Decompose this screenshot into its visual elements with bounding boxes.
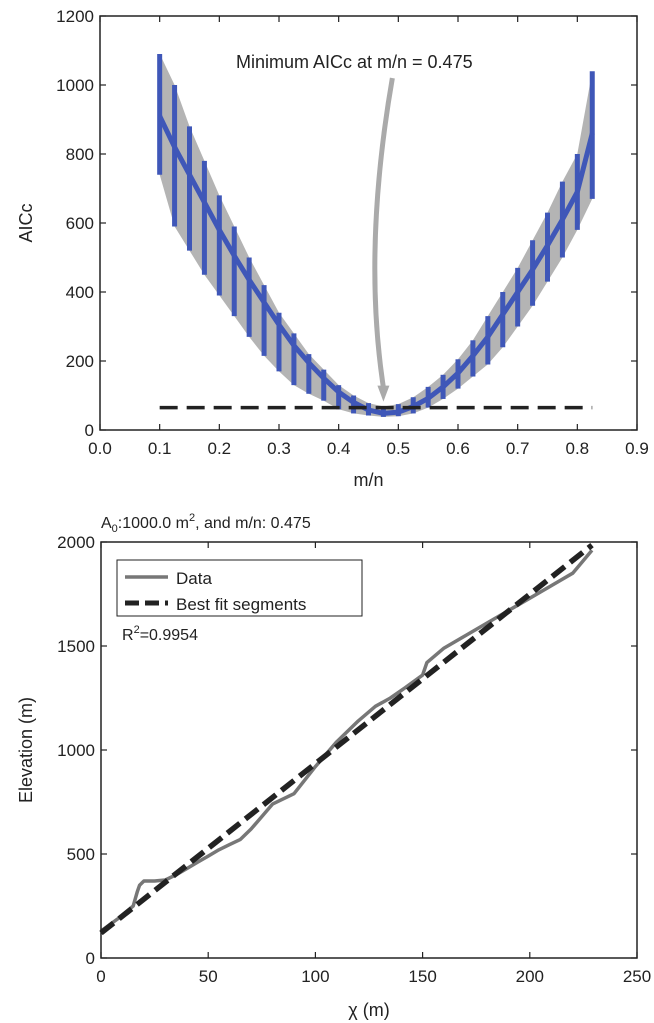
title-area: :1000.0 m xyxy=(118,515,189,532)
aicc-y-tick-label: 1000 xyxy=(56,76,94,95)
title-a: A xyxy=(101,515,112,532)
title-end: , and m/n: 0.475 xyxy=(195,515,311,532)
elevation-y-tick-label: 2000 xyxy=(57,533,95,552)
legend-box xyxy=(116,559,363,617)
elevation-x-tick-label: 50 xyxy=(199,967,218,986)
elevation-x-tick-label: 0 xyxy=(96,967,105,986)
aicc-x-tick-label: 0.1 xyxy=(148,439,172,458)
aicc-y-axis-label: AICc xyxy=(16,203,36,242)
minimum-annotation: Minimum AICc at m/n = 0.475 xyxy=(236,52,473,72)
elevation-x-tick-label: 200 xyxy=(516,967,544,986)
aicc-x-tick-label: 0.2 xyxy=(208,439,232,458)
arrow-head xyxy=(377,385,390,402)
aicc-x-tick-label: 0.9 xyxy=(625,439,649,458)
legend-data-label: Data xyxy=(176,569,212,588)
aicc-x-axis-label: m/n xyxy=(353,470,383,490)
elevation-x-axis-label: χ (m) xyxy=(348,1000,389,1020)
best-fit-line xyxy=(99,542,594,936)
aicc-x-tick-label: 0.0 xyxy=(88,439,112,458)
aicc-chart: 0.0 0.1 0.2 0.3 0.4 0.5 0.6 0.7 0.8 0.9 0 200 400 60… xyxy=(16,7,649,490)
legend-fit-label: Best fit segments xyxy=(176,595,306,614)
aicc-x-tick-label: 0.7 xyxy=(506,439,530,458)
r2-prefix: R xyxy=(122,627,134,644)
data-series xyxy=(99,549,594,933)
best-fit-series xyxy=(99,542,594,936)
data-line xyxy=(99,549,594,933)
aicc-y-tick-label: 600 xyxy=(66,214,94,233)
aicc-y-tick-label: 800 xyxy=(66,145,94,164)
aicc-y-tick-label: 200 xyxy=(66,352,94,371)
aicc-y-tick-label: 0 xyxy=(85,421,94,440)
aicc-y-tick-label: 1200 xyxy=(56,7,94,26)
aicc-y-tick-label: 400 xyxy=(66,283,94,302)
aicc-mean-line xyxy=(157,115,595,416)
aicc-x-ticks: 0.0 0.1 0.2 0.3 0.4 0.5 0.6 0.7 0.8 0.9 xyxy=(88,16,649,458)
elevation-x-ticks: 0 50 100 150 200 250 xyxy=(96,542,651,986)
aicc-x-tick-label: 0.8 xyxy=(566,439,590,458)
minimum-arrow xyxy=(372,77,395,402)
elevation-y-tick-label: 1500 xyxy=(57,637,95,656)
aicc-x-tick-label: 0.4 xyxy=(327,439,351,458)
elevation-x-tick-label: 100 xyxy=(301,967,329,986)
elevation-y-tick-label: 0 xyxy=(86,949,95,968)
elevation-y-axis-label: Elevation (m) xyxy=(16,697,36,803)
legend: Data Best fit segments xyxy=(116,559,363,617)
arrow-shaft xyxy=(372,77,395,388)
elevation-y-tick-label: 1000 xyxy=(57,741,95,760)
r-squared-label: R2=0.9954 xyxy=(122,624,198,644)
title-subscript: 0 xyxy=(112,523,118,535)
elevation-y-ticks: 0 500 1000 1500 2000 xyxy=(57,533,637,968)
r2-value: =0.9954 xyxy=(140,627,198,644)
elevation-y-tick-label: 500 xyxy=(67,845,95,864)
aicc-x-tick-label: 0.3 xyxy=(267,439,291,458)
elevation-chart-title: A0:1000.0 m2, and m/n: 0.475 xyxy=(101,512,311,535)
title-superscript: 2 xyxy=(189,512,195,524)
aicc-y-ticks: 0 200 400 600 800 1000 1200 xyxy=(56,7,637,440)
aicc-band-area xyxy=(159,53,593,417)
aicc-x-tick-label: 0.6 xyxy=(446,439,470,458)
elevation-x-tick-label: 250 xyxy=(623,967,651,986)
aicc-uncertainty-band xyxy=(159,53,593,417)
r2-superscript: 2 xyxy=(134,624,140,636)
aicc-x-tick-label: 0.5 xyxy=(387,439,411,458)
aicc-mean-polyline xyxy=(157,115,595,416)
elevation-x-tick-label: 150 xyxy=(408,967,436,986)
